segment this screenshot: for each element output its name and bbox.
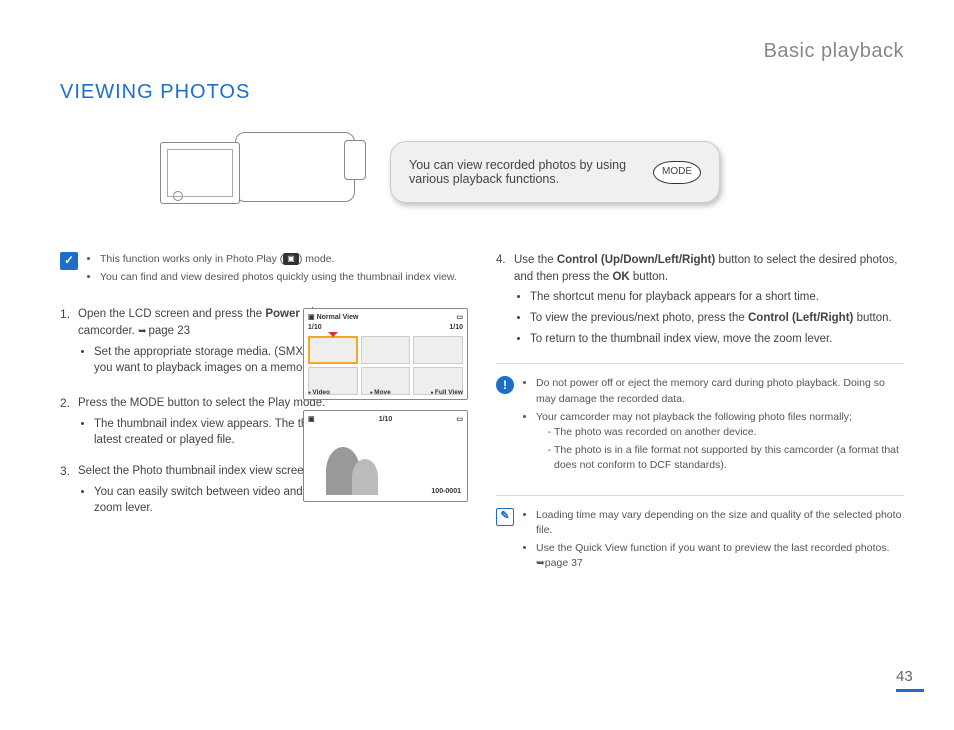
lcd-thumbnail-view: ▣ Normal View ▭ 1/101/10 Video Move Full… xyxy=(303,308,468,400)
warning-note: Do not power off or eject the memory car… xyxy=(496,376,904,476)
lcd-file-label: 100-0001 xyxy=(431,487,461,497)
right-column: 4. Use the Control (Up/Down/Left/Right) … xyxy=(496,252,904,593)
step-bold: OK xyxy=(612,271,629,283)
page-ref-icon xyxy=(138,325,148,337)
note-item: This function works only in Photo Play (… xyxy=(100,252,457,267)
note-subitem: The photo was recorded on another device… xyxy=(554,425,904,440)
note-item: You can find and view desired photos qui… xyxy=(100,270,457,285)
divider xyxy=(496,495,904,496)
lcd-btn-label: Video xyxy=(308,388,330,397)
check-note: This function works only in Photo Play (… xyxy=(60,252,468,288)
step-text: Use the xyxy=(514,254,557,266)
info-icon xyxy=(496,508,514,526)
thumbnail xyxy=(361,336,411,364)
page-number: 43 xyxy=(896,668,924,692)
step-text: Press the MODE button to select the Play… xyxy=(78,397,325,409)
lcd-counter-l: 1/10 xyxy=(308,323,322,333)
step-text: Open the LCD screen and press the xyxy=(78,308,265,320)
step-text: Select the Photo thumbnail index view sc… xyxy=(78,465,313,477)
mode-badge: MODE xyxy=(653,161,701,184)
note-item: Do not power off or eject the memory car… xyxy=(536,376,904,406)
step-4: 4. Use the Control (Up/Down/Left/Right) … xyxy=(496,252,904,347)
lcd-single-view: ▣1/10▭ 100-0001 xyxy=(303,410,468,502)
lcd-btn-label: Move xyxy=(370,388,391,397)
step-number: 4. xyxy=(496,252,506,269)
intro-text: You can view recorded photos by using va… xyxy=(409,158,635,186)
left-column: This function works only in Photo Play (… xyxy=(60,252,468,593)
camcorder-illustration xyxy=(160,122,360,222)
note-item: Your camcorder may not playback the foll… xyxy=(536,410,904,474)
note-subitem: The photo is in a file format not suppor… xyxy=(554,443,904,473)
step-bold: Power xyxy=(265,308,300,320)
lcd-previews: ▣ Normal View ▭ 1/101/10 Video Move Full… xyxy=(303,308,468,502)
photo-play-icon: ▣ xyxy=(283,253,299,265)
step-bullet: To view the previous/next photo, press t… xyxy=(530,310,904,327)
step-bold: Control (Up/Down/Left/Right) xyxy=(557,254,715,266)
warning-icon xyxy=(496,376,514,394)
thumbnail-selected xyxy=(308,336,358,364)
step-bullet: To return to the thumbnail index view, m… xyxy=(530,331,904,348)
lcd-counter-r: 1/10 xyxy=(449,323,463,333)
divider xyxy=(496,363,904,364)
lcd-counter: 1/10 xyxy=(379,415,393,425)
note-item: Use the Quick View function if you want … xyxy=(536,541,904,571)
note-item: Loading time may vary depending on the s… xyxy=(536,508,904,538)
intro-callout: You can view recorded photos by using va… xyxy=(390,141,720,203)
lcd-title: Normal View xyxy=(317,314,359,321)
info-note: Loading time may vary depending on the s… xyxy=(496,508,904,575)
step-bullet: The shortcut menu for playback appears f… xyxy=(530,289,904,306)
check-icon xyxy=(60,252,78,270)
lcd-btn-label: Full View xyxy=(431,388,463,397)
chapter-title: Basic playback xyxy=(60,40,904,63)
thumbnail xyxy=(413,336,463,364)
step-text: button. xyxy=(630,271,668,283)
hero-row: You can view recorded photos by using va… xyxy=(60,122,904,222)
page-ref: page 23 xyxy=(148,325,190,337)
section-title: VIEWING PHOTOS xyxy=(60,81,904,104)
